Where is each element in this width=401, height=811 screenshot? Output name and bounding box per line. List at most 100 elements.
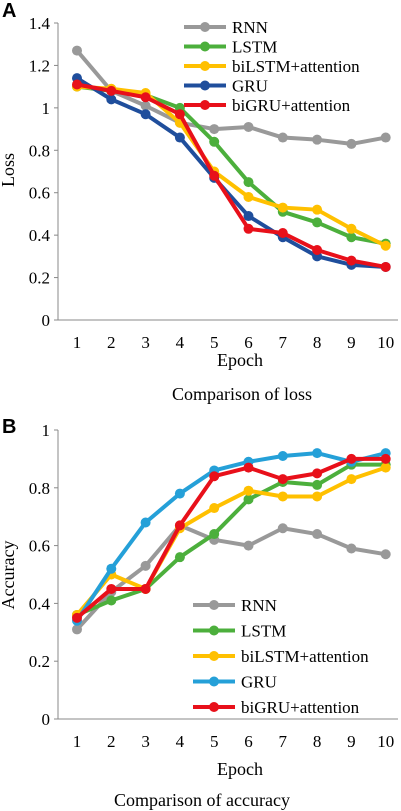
series-bigru-attention [72, 79, 391, 272]
legend-item-rnn: RNN [184, 18, 268, 37]
data-point [106, 85, 117, 96]
data-point [140, 560, 151, 571]
data-point [243, 211, 254, 222]
series-line [75, 76, 388, 269]
data-point [346, 223, 357, 234]
data-point [72, 45, 82, 56]
data-point [209, 136, 220, 147]
x-axis-label: Epoch [217, 350, 263, 370]
legend-item-lstm: LSTM [184, 38, 277, 57]
legend-item-bigru-attention: biGRU+attention [184, 96, 351, 115]
series-bigru-attention [72, 453, 391, 623]
x-tick-label: 1 [73, 333, 82, 352]
data-point [106, 94, 117, 105]
data-point [380, 462, 391, 473]
y-tick-label: 0.8 [29, 479, 50, 498]
series-line [75, 523, 388, 632]
chart-caption: Comparison of loss [172, 384, 312, 404]
data-point [174, 109, 185, 120]
data-point [346, 543, 357, 554]
x-tick-label: 7 [279, 333, 288, 352]
series-line [75, 82, 388, 269]
legend-swatch-marker [209, 676, 219, 687]
data-point [209, 471, 220, 482]
data-point [243, 191, 254, 202]
series-line [75, 462, 388, 617]
data-point [209, 124, 220, 135]
data-point [346, 453, 357, 464]
legend-item-bilstm-attention: biLSTM+attention [193, 647, 369, 666]
data-point [346, 138, 357, 149]
y-tick-label: 0.2 [29, 269, 50, 288]
data-point [277, 491, 288, 502]
legend-swatch-marker [200, 61, 210, 71]
legend-label: biLSTM+attention [232, 57, 360, 76]
data-point [243, 485, 254, 496]
loss-chart: 0 0.2 0.4 0.6 0.8 1 1.2 1.4 1 2 3 4 5 6 7 8 9 10 Epoch Loss… [0, 14, 398, 404]
series-line [75, 456, 388, 620]
data-point [380, 240, 391, 251]
x-tick-label: 2 [107, 333, 116, 352]
x-tick-label: 4 [176, 333, 185, 352]
legend-item-gru: GRU [193, 673, 277, 692]
data-point [312, 479, 323, 490]
data-point [174, 520, 185, 531]
data-point [106, 583, 117, 594]
x-tick-label: 10 [377, 333, 394, 352]
y-tick-label: 1.4 [29, 14, 51, 33]
data-point [380, 549, 391, 560]
y-tick-label: 0 [42, 311, 51, 330]
data-point [140, 100, 151, 111]
x-tick-label: 8 [313, 333, 322, 352]
panel-a-letter: A [2, 0, 16, 22]
data-point [312, 529, 323, 540]
legend-item-rnn: RNN [193, 596, 277, 615]
legend-swatch-marker [209, 625, 219, 636]
data-point [346, 255, 357, 266]
y-tick-label: 1.2 [29, 56, 50, 75]
legend-item-bigru-attention: biGRU+attention [193, 698, 360, 717]
data-point [243, 494, 254, 505]
legend: RNN LSTM biLSTM+attention GRU biGRU+attentio… [193, 596, 369, 717]
x-tick-label: 5 [210, 333, 219, 352]
accuracy-chart: 0 0.2 0.4 0.6 0.8 1 1 2 3 4 5 6 7 8 9 10 Epoch Accuracy Co… [0, 421, 398, 810]
legend-swatch-marker [209, 600, 219, 610]
x-tick-label: 8 [313, 732, 322, 751]
series-line [75, 465, 388, 617]
series-line [75, 451, 388, 623]
data-point [277, 474, 288, 485]
data-point [312, 244, 323, 255]
legend-item-lstm: LSTM [193, 622, 286, 641]
series-line [75, 84, 388, 248]
legend-label: LSTM [241, 622, 286, 641]
data-point [174, 132, 185, 143]
legend-swatch-marker [209, 651, 219, 661]
legend-label: LSTM [232, 38, 277, 57]
legend-swatch-marker [200, 80, 210, 91]
x-tick-label: 2 [107, 732, 116, 751]
legend-swatch-marker [200, 22, 210, 32]
legend-label: biGRU+attention [241, 698, 360, 717]
data-point [277, 523, 288, 534]
x-tick-label: 3 [141, 732, 150, 751]
data-point [312, 217, 323, 228]
data-point [277, 202, 288, 213]
legend-item-bilstm-attention: biLSTM+attention [184, 57, 360, 76]
y-tick-label: 0.6 [29, 184, 50, 203]
legend-label: biGRU+attention [232, 96, 351, 115]
data-point [140, 92, 151, 103]
data-point [277, 132, 288, 143]
data-point [312, 448, 323, 459]
legend: RNNLSTMbiLSTM+attentionGRUbiGRU+attentio… [184, 18, 360, 115]
x-axis-label: Epoch [217, 759, 263, 779]
legend-swatch-marker [209, 702, 219, 712]
x-tick-label: 10 [377, 732, 394, 751]
x-tick-label: 9 [347, 732, 356, 751]
x-tick-label: 6 [244, 732, 253, 751]
data-point [346, 232, 357, 243]
data-point [243, 121, 254, 132]
series-line [75, 48, 388, 146]
data-point [380, 261, 391, 272]
y-tick-label: 0.2 [29, 652, 50, 671]
data-point [140, 517, 151, 528]
